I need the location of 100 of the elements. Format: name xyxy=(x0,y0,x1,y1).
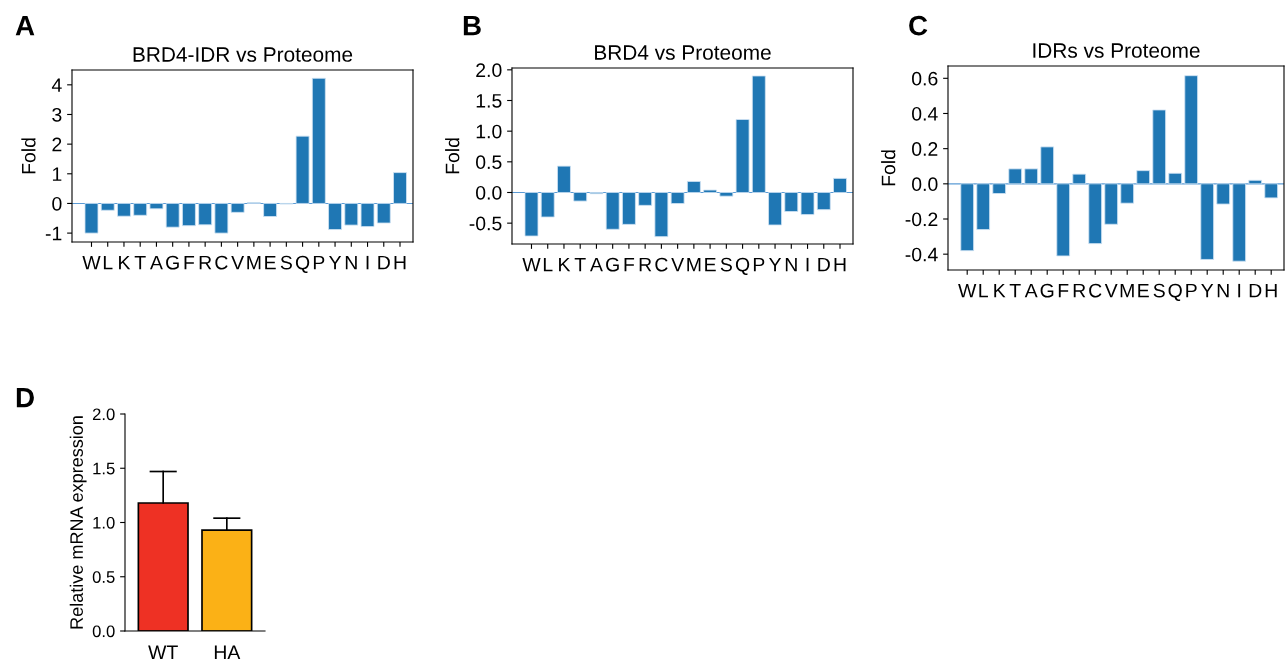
x-tick-label: H xyxy=(1265,283,1277,298)
x-tick-label: C xyxy=(1089,283,1102,298)
x-tick-label: N xyxy=(345,255,357,270)
bar xyxy=(295,135,310,204)
bar xyxy=(1008,168,1023,185)
bar xyxy=(751,75,766,193)
x-tick-label: N xyxy=(1217,283,1229,298)
bar xyxy=(686,181,701,193)
bar xyxy=(1056,183,1071,257)
bar xyxy=(1168,172,1183,185)
x-tick-label: F xyxy=(1058,283,1069,298)
bar xyxy=(393,172,407,204)
bar xyxy=(1120,183,1135,204)
y-tick-label: 1 xyxy=(52,167,62,181)
y-tick-label: 2 xyxy=(52,137,62,152)
x-tick-label: Y xyxy=(1201,283,1214,298)
x-tick-label: W xyxy=(522,257,541,272)
x-tick-label: G xyxy=(606,257,619,272)
bar xyxy=(992,183,1007,194)
bar xyxy=(960,183,975,252)
x-tick-label: Q xyxy=(1168,283,1182,301)
y-tick-label: 0.6 xyxy=(912,71,938,86)
bar xyxy=(800,192,815,215)
y-tick-label: 0.5 xyxy=(92,571,115,583)
x-tick-label: Q xyxy=(295,255,310,273)
x-tick-label: G xyxy=(1040,283,1054,298)
bar xyxy=(719,192,734,197)
x-tick-label: S xyxy=(720,257,732,272)
y-tick-label: 0.4 xyxy=(912,106,938,121)
x-tick-label: L xyxy=(979,283,988,298)
bar xyxy=(557,165,571,193)
text: A xyxy=(15,16,35,36)
bar xyxy=(263,203,278,217)
bar xyxy=(1248,179,1263,185)
x-tick-label: A xyxy=(149,255,163,270)
bar xyxy=(198,203,213,226)
x-tick-label: K xyxy=(994,283,1006,298)
y-axis-title: Relative mRNA expression xyxy=(69,416,87,629)
y-tick-label: 0.0 xyxy=(92,625,115,638)
y-tick-label: 1.0 xyxy=(93,516,115,529)
y-axis-title: Fold xyxy=(21,138,36,174)
x-tick-label: D xyxy=(818,257,830,272)
bar xyxy=(360,203,375,227)
x-tick-label: I xyxy=(366,255,369,270)
y-tick-label: -0.2 xyxy=(905,212,938,227)
x-tick-label: H xyxy=(394,255,406,270)
bar xyxy=(84,203,99,234)
bar xyxy=(540,192,555,218)
x-tick-label: E xyxy=(1138,283,1149,298)
y-tick-label: -0.4 xyxy=(905,247,938,262)
y-axis-title: Fold xyxy=(881,150,896,186)
bar xyxy=(1104,183,1119,225)
y-tick-label: 4 xyxy=(51,78,62,92)
bar xyxy=(100,203,115,211)
x-tick-label: HA xyxy=(214,645,241,659)
x-tick-label: R xyxy=(199,255,212,270)
y-tick-label: 0.0 xyxy=(476,185,502,200)
x-tick-label: I xyxy=(1238,283,1241,298)
bar xyxy=(133,203,148,216)
chart-title: BRD4 vs Proteome xyxy=(595,45,771,60)
bar xyxy=(1200,183,1215,260)
x-tick-label: WT xyxy=(148,645,178,659)
x-tick-label: P xyxy=(313,255,325,270)
x-tick-label: A xyxy=(589,257,603,272)
x-tick-label: C xyxy=(215,255,228,270)
y-tick-label: -1 xyxy=(45,226,62,241)
bar xyxy=(768,192,782,226)
y-tick-label: 0.2 xyxy=(912,142,938,156)
y-tick-label: 0.0 xyxy=(912,177,938,192)
x-tick-label: R xyxy=(1073,283,1086,298)
bar xyxy=(165,203,180,228)
bar xyxy=(1024,168,1039,185)
bar xyxy=(1264,183,1279,199)
text: D xyxy=(16,388,34,408)
y-tick-label: 1.0 xyxy=(476,124,502,139)
x-tick-label: S xyxy=(280,255,292,270)
x-tick-label: V xyxy=(231,255,245,270)
bar xyxy=(784,192,799,212)
x-tick-label: G xyxy=(166,255,179,270)
x-tick-label: S xyxy=(1153,283,1165,298)
bar xyxy=(833,177,847,193)
bar xyxy=(328,203,342,230)
bar xyxy=(816,192,831,211)
y-tick-label: 1.5 xyxy=(476,94,502,108)
y-tick-label: 0.5 xyxy=(476,155,502,170)
x-tick-label: W xyxy=(958,283,977,298)
x-tick-label: M xyxy=(1120,283,1134,298)
x-tick-label: P xyxy=(753,257,765,272)
x-tick-label: L xyxy=(103,255,113,270)
x-tick-label: A xyxy=(1024,283,1038,298)
x-tick-label: F xyxy=(184,255,195,270)
bar xyxy=(1152,109,1167,185)
bar xyxy=(1088,183,1103,245)
x-tick-label: M xyxy=(247,255,261,270)
x-tick-label: C xyxy=(655,257,668,272)
bar xyxy=(1216,183,1231,205)
x-tick-label: Y xyxy=(329,255,342,270)
bar xyxy=(311,77,326,204)
bar xyxy=(703,189,718,193)
bar xyxy=(376,203,391,224)
